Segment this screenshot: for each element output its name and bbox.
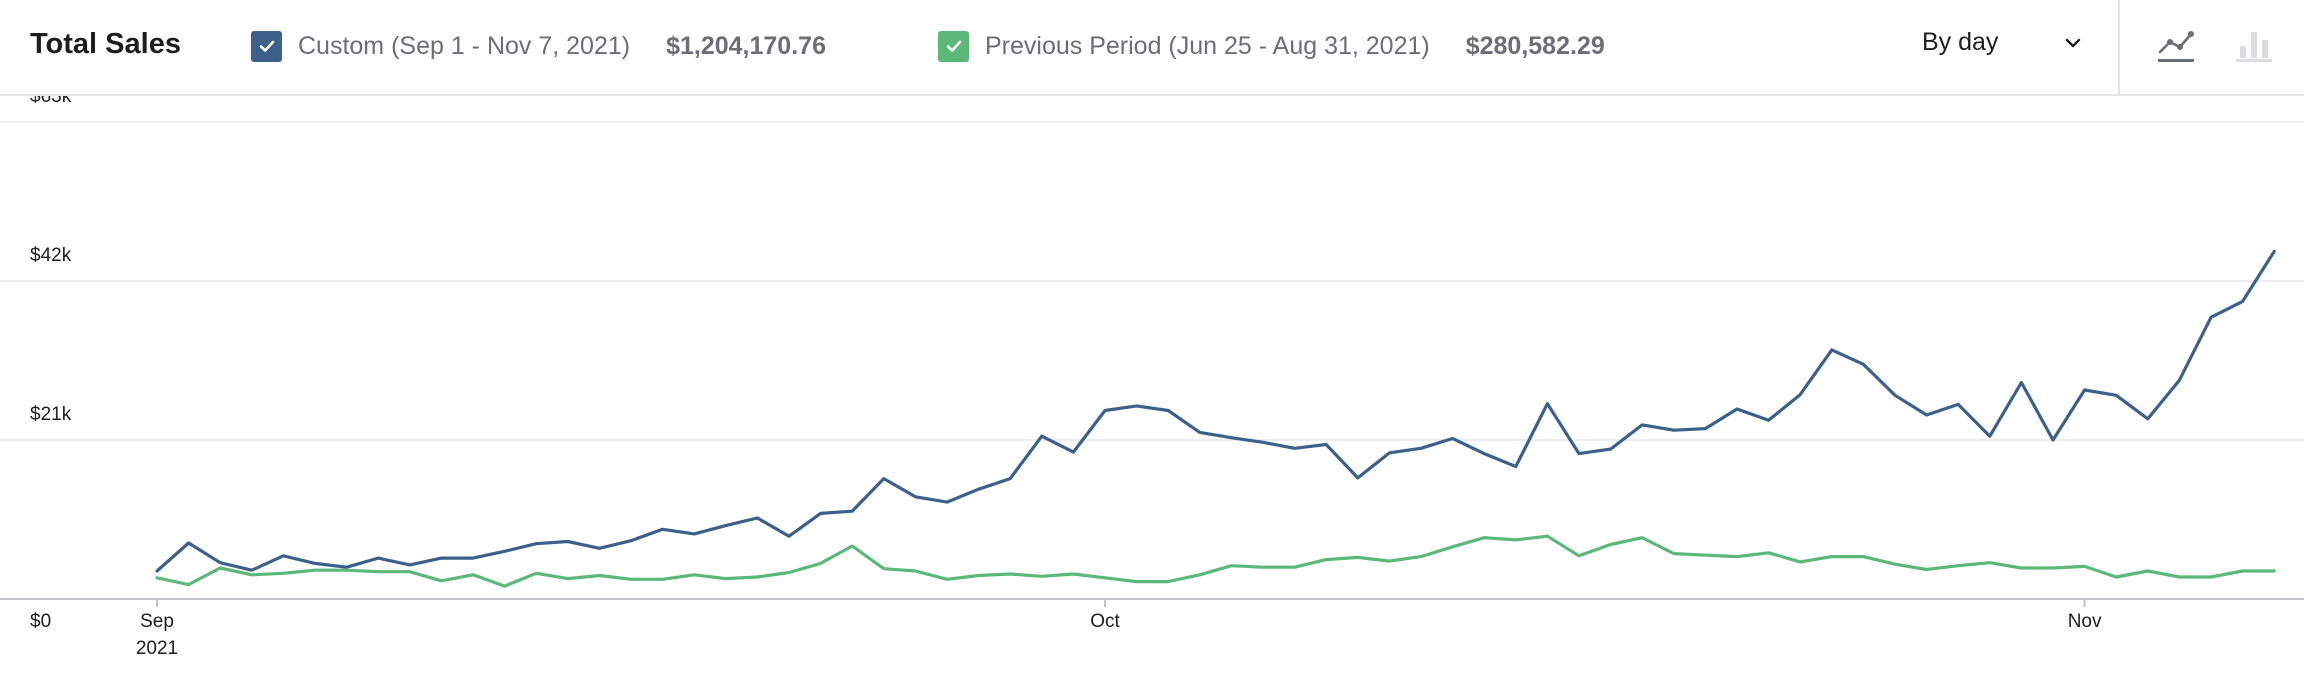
header-divider — [2118, 0, 2120, 96]
chart-title: Total Sales — [30, 28, 181, 60]
bar-chart-icon — [2236, 32, 2272, 62]
legend-item-custom[interactable]: Custom (Sep 1 - Nov 7, 2021) $1,204,170.… — [251, 26, 826, 66]
y-tick-label: $42k — [30, 245, 72, 266]
x-tick-label: Oct — [1090, 611, 1120, 632]
check-icon[interactable] — [251, 30, 282, 62]
chart-series — [155, 249, 2276, 588]
interval-select-label: By day — [1922, 28, 1999, 56]
line-chart-icon — [2158, 31, 2194, 62]
series-line-previous-period — [155, 534, 2276, 588]
series-line-custom — [155, 249, 2276, 573]
line-chart-button[interactable] — [2156, 26, 2196, 66]
check-icon[interactable] — [938, 30, 969, 62]
y-tick-label: $21k — [30, 404, 72, 425]
chevron-down-icon — [2066, 38, 2081, 47]
y-tick-label: $0 — [30, 611, 51, 632]
chart-grid — [0, 121, 2304, 600]
x-tick-sublabel: 2021 — [136, 638, 178, 659]
sales-line-chart: $0 $21k $42k $63k Sep 2021 Oct Nov — [0, 96, 2304, 659]
legend-total-previous-period: $280,582.29 — [1465, 31, 1605, 60]
y-tick-label: $63k — [30, 96, 72, 107]
x-tick-label: Nov — [2068, 611, 2102, 632]
legend-item-previous-period[interactable]: Previous Period (Jun 25 - Aug 31, 2021) … — [938, 26, 1605, 66]
x-tick-label: Sep — [140, 611, 174, 632]
legend-total-custom: $1,204,170.76 — [666, 31, 826, 60]
chart-axis-ticks: $0 $21k $42k $63k Sep 2021 Oct Nov — [30, 96, 2102, 659]
interval-select[interactable]: By day — [1922, 28, 2082, 57]
legend-label-custom: Custom (Sep 1 - Nov 7, 2021) — [298, 31, 631, 60]
legend-label-previous-period: Previous Period (Jun 25 - Aug 31, 2021) — [985, 31, 1430, 60]
bar-chart-button[interactable] — [2234, 26, 2274, 66]
chart-header: Total Sales Custom (Sep 1 - Nov 7, 2021)… — [0, 0, 2304, 96]
